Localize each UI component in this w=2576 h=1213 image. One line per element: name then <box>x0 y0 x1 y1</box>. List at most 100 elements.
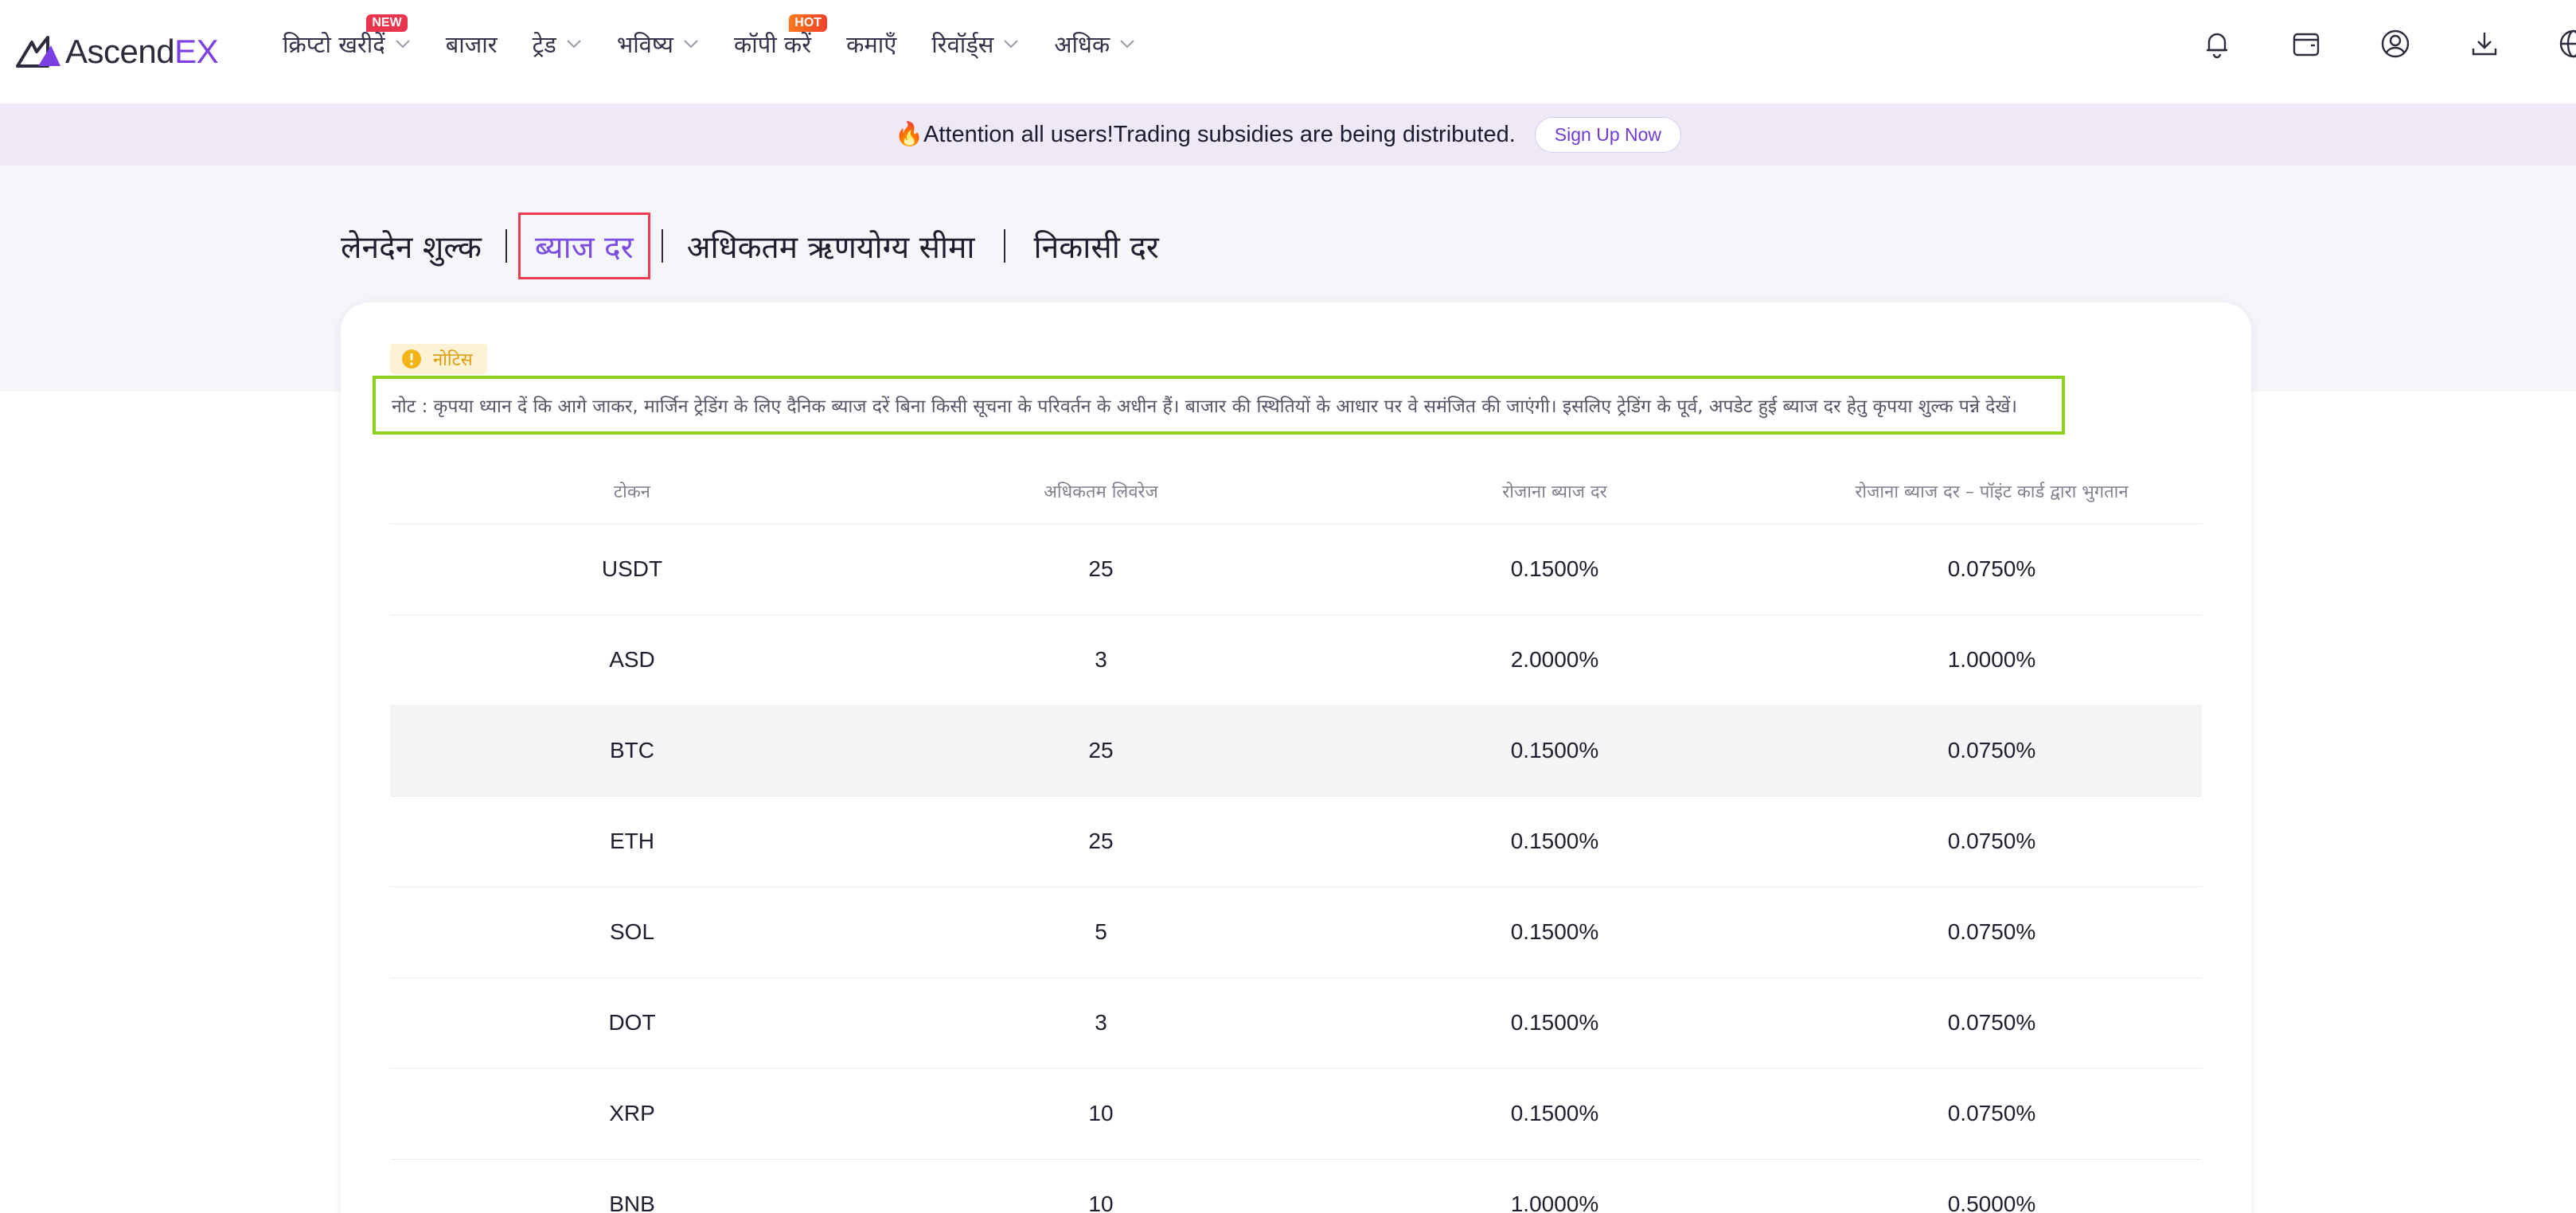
point-card-rate-cell: 0.0750% <box>1782 1068 2202 1160</box>
token-cell: BTC <box>390 705 874 797</box>
nav-item-buy-crypto[interactable]: क्रिप्टो खरीदें NEW <box>283 14 411 60</box>
main-menu: क्रिप्टो खरीदें NEW बाजार ट्रेड भविष्य क… <box>283 14 1170 64</box>
interest-rate-card: नोटिस नोट : कृपया ध्यान दें कि आगे जाकर,… <box>341 302 2251 1213</box>
column-header-max-leverage: अधिकतम लिवरेज <box>874 458 1328 525</box>
token-cell: DOT <box>390 977 874 1069</box>
nav-item-more[interactable]: अधिक <box>1054 29 1135 60</box>
fire-icon: 🔥 <box>894 122 924 147</box>
nav-item-markets[interactable]: बाजार <box>446 29 498 60</box>
bell-icon <box>2207 33 2227 59</box>
announcement-bar: 🔥Attention all users!Trading subsidies a… <box>0 103 2576 166</box>
chevron-down-icon <box>1120 40 1134 49</box>
nav-item-label: क्रिप्टो खरीदें <box>283 30 385 58</box>
notice-tag-label: नोटिस <box>433 350 473 370</box>
wallet-icon <box>2293 33 2320 57</box>
brand-logo[interactable]: AscendEX <box>16 24 219 80</box>
hot-badge: HOT <box>789 14 828 32</box>
download-button[interactable] <box>2468 27 2501 60</box>
daily-rate-cell: 2.0000% <box>1328 614 1782 706</box>
nav-item-label: कमाएँ <box>846 30 897 58</box>
nav-item-copy-trade[interactable]: कॉपी करें HOT <box>733 14 828 60</box>
chevron-down-icon <box>395 40 410 49</box>
tab-max-borrowable[interactable]: अधिकतम ऋणयोग्य सीमा <box>686 229 975 266</box>
globe-icon <box>2559 29 2576 58</box>
column-header-token: टोकन <box>390 458 874 525</box>
fee-tabs: लेनदेन शुल्क ब्याज दर अधिकतम ऋणयोग्य सीम… <box>341 210 1172 282</box>
point-card-rate-cell: 0.0750% <box>1782 705 2202 797</box>
warning-icon <box>402 349 421 369</box>
daily-rate-cell: 0.1500% <box>1328 705 1782 797</box>
account-button[interactable] <box>2379 27 2412 60</box>
token-cell: XRP <box>390 1068 874 1160</box>
download-icon <box>2472 33 2497 56</box>
daily-rate-cell: 0.1500% <box>1328 887 1782 978</box>
table-row: BNB 10 1.0000% 0.5000% <box>390 1159 2202 1213</box>
leverage-cell: 25 <box>874 796 1328 887</box>
table-header-row: टोकन अधिकतम लिवरेज रोजाना ब्याज दर रोजान… <box>390 458 2202 525</box>
chevron-down-icon <box>567 40 581 49</box>
nav-item-label: कॉपी करें <box>733 30 812 58</box>
table-row: USDT 25 0.1500% 0.0750% <box>390 524 2202 615</box>
sign-up-button[interactable]: Sign Up Now <box>1534 116 1682 153</box>
point-card-rate-cell: 0.5000% <box>1782 1159 2202 1213</box>
tab-divider <box>505 229 507 263</box>
table-row: BTC 25 0.1500% 0.0750% <box>390 705 2202 797</box>
notifications-button[interactable] <box>2200 27 2234 60</box>
column-header-daily-rate: रोजाना ब्याज दर <box>1328 458 1782 525</box>
nav-item-label: बाजार <box>445 30 498 58</box>
leverage-cell: 10 <box>874 1159 1328 1213</box>
tab-transaction-fee[interactable]: लेनदेन शुल्क <box>341 229 482 266</box>
nav-item-rewards[interactable]: रिवॉर्ड्स <box>931 29 1019 60</box>
leverage-cell: 10 <box>874 1068 1328 1160</box>
leverage-cell: 25 <box>874 524 1328 615</box>
nav-item-label: भविष्य <box>616 30 673 58</box>
table-row: SOL 5 0.1500% 0.0750% <box>390 887 2202 978</box>
token-cell: ETH <box>390 796 874 887</box>
notice-tag: नोटिस <box>390 344 487 374</box>
leverage-cell: 3 <box>874 977 1328 1069</box>
new-badge: NEW <box>366 14 408 32</box>
nav-item-label: ट्रेड <box>532 30 556 58</box>
nav-item-futures[interactable]: भविष्य <box>617 29 699 60</box>
daily-rate-cell: 0.1500% <box>1328 1068 1782 1160</box>
leverage-cell: 3 <box>874 614 1328 706</box>
nav-item-trade[interactable]: ट्रेड <box>533 29 582 60</box>
notice-text: नोट : कृपया ध्यान दें कि आगे जाकर, मार्ज… <box>373 376 2065 435</box>
column-header-point-card-rate: रोजाना ब्याज दर – पॉइंट कार्ड द्वारा भुग… <box>1782 458 2202 525</box>
daily-rate-cell: 0.1500% <box>1328 796 1782 887</box>
point-card-rate-cell: 1.0000% <box>1782 614 2202 706</box>
language-button[interactable] <box>2557 27 2576 60</box>
tab-divider <box>1003 229 1005 263</box>
daily-rate-cell: 0.1500% <box>1328 524 1782 615</box>
nav-item-label: अधिक <box>1054 30 1110 58</box>
top-navigation: AscendEX क्रिप्टो खरीदें NEW बाजार ट्रेड… <box>0 0 2576 103</box>
point-card-rate-cell: 0.0750% <box>1782 524 2202 615</box>
table-row: ETH 25 0.1500% 0.0750% <box>390 796 2202 887</box>
ascendex-logo-icon <box>16 36 60 68</box>
nav-item-earn[interactable]: कमाएँ <box>846 29 896 60</box>
token-cell: BNB <box>390 1159 874 1213</box>
point-card-rate-cell: 0.0750% <box>1782 796 2202 887</box>
daily-rate-cell: 1.0000% <box>1328 1159 1782 1213</box>
point-card-rate-cell: 0.0750% <box>1782 977 2202 1069</box>
tab-divider <box>661 229 663 263</box>
tab-interest-rate[interactable]: ब्याज दर <box>517 213 650 279</box>
wallet-button[interactable] <box>2289 27 2323 60</box>
token-cell: ASD <box>390 614 874 706</box>
tab-withdrawal-rate[interactable]: निकासी दर <box>1033 229 1159 266</box>
point-card-rate-cell: 0.0750% <box>1782 887 2202 978</box>
leverage-cell: 25 <box>874 705 1328 797</box>
table-row: ASD 3 2.0000% 1.0000% <box>390 614 2202 706</box>
interest-rate-table: टोकन अधिकतम लिवरेज रोजाना ब्याज दर रोजान… <box>390 458 2202 1213</box>
announcement-text: 🔥Attention all users!Trading subsidies a… <box>894 122 1516 147</box>
table-row: XRP 10 0.1500% 0.0750% <box>390 1068 2202 1160</box>
header-actions <box>2200 24 2576 64</box>
token-cell: SOL <box>390 887 874 978</box>
table-row: DOT 3 0.1500% 0.0750% <box>390 977 2202 1069</box>
leverage-cell: 5 <box>874 887 1328 978</box>
chevron-down-icon <box>1004 40 1019 49</box>
chevron-down-icon <box>684 40 698 49</box>
daily-rate-cell: 0.1500% <box>1328 977 1782 1069</box>
user-icon <box>2381 29 2410 58</box>
token-cell: USDT <box>390 524 874 615</box>
